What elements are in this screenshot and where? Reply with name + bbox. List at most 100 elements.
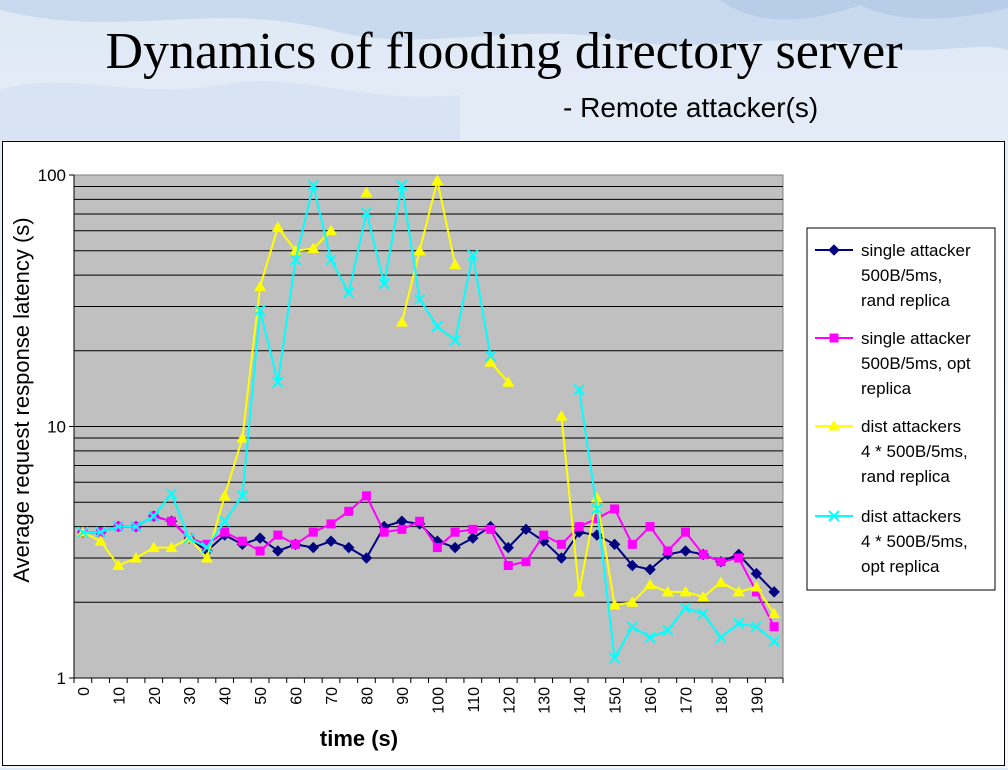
data-point-x — [626, 620, 639, 633]
data-point-x — [608, 652, 621, 664]
x-tick-label: 110 — [466, 687, 483, 713]
x-tick-label: 30 — [182, 687, 199, 705]
legend: single attacker 500B/5ms, rand replica sing… — [806, 227, 996, 591]
data-point-x — [431, 320, 444, 333]
data-point-diamond — [307, 541, 319, 554]
data-point-square — [308, 527, 318, 537]
legend-label: opt replica — [861, 557, 940, 576]
data-point-x — [112, 520, 125, 533]
data-point-triangle — [750, 581, 763, 592]
x-axis-title: time (s) — [320, 726, 398, 751]
y-tick-label: 10 — [47, 418, 66, 437]
data-point-triangle — [449, 258, 462, 270]
x-tick-label: 70 — [324, 687, 341, 705]
data-point-diamond — [608, 538, 621, 551]
data-point-square — [681, 527, 691, 537]
data-point-triangle — [236, 432, 249, 443]
data-point-triangle — [608, 599, 621, 610]
data-point-triangle — [714, 576, 727, 587]
data-point-square — [273, 530, 283, 540]
x-tick-label: 60 — [289, 687, 306, 705]
data-point-square — [255, 546, 265, 556]
data-point-triangle — [94, 535, 107, 546]
data-point-triangle — [289, 244, 302, 256]
legend-label: 500B/5ms, — [861, 266, 942, 285]
data-point-x — [467, 249, 479, 261]
series-3 — [76, 174, 781, 619]
x-tick-label: 180 — [714, 687, 731, 714]
data-point-square — [574, 522, 584, 532]
data-point-diamond — [828, 244, 840, 256]
data-point-square — [829, 333, 839, 343]
data-point-x — [325, 254, 337, 266]
data-point-triangle — [271, 221, 284, 232]
data-point-triangle — [147, 541, 160, 553]
data-point-triangle — [828, 420, 840, 431]
x-tick-label: 100 — [430, 687, 447, 714]
legend-label: rand replica — [861, 467, 950, 486]
series-line — [578, 389, 775, 662]
data-point-x — [662, 624, 674, 636]
data-point-triangle — [697, 590, 710, 602]
series-4 — [77, 179, 780, 664]
data-point-x — [148, 510, 160, 522]
data-point-x — [732, 617, 745, 630]
slide-subtitle: - Remote attacker(s) — [563, 92, 819, 123]
data-point-square — [291, 539, 301, 549]
data-point-square — [556, 539, 566, 549]
data-point-x — [343, 287, 355, 299]
data-point-x — [94, 526, 107, 538]
data-point-diamond — [520, 523, 532, 536]
data-point-diamond — [768, 586, 780, 598]
data-point-square — [237, 536, 247, 546]
data-point-triangle — [502, 376, 515, 387]
data-point-square — [486, 524, 496, 534]
data-point-square — [627, 539, 637, 549]
legend-label: rand replica — [861, 291, 950, 310]
data-point-square — [663, 546, 673, 556]
legend-label: 4 * 500B/5ms, — [861, 442, 968, 461]
data-point-triangle — [307, 242, 320, 254]
data-point-square — [645, 522, 655, 532]
data-point-square — [344, 506, 354, 516]
data-point-triangle — [679, 585, 692, 597]
data-point-square — [610, 504, 620, 514]
data-point-triangle — [254, 280, 267, 292]
x-tick-label: 90 — [395, 687, 412, 705]
data-point-triangle — [130, 552, 143, 563]
data-point-triangle — [626, 596, 639, 607]
data-point-square — [734, 553, 744, 563]
data-point-square — [415, 516, 425, 526]
data-point-x — [165, 488, 178, 500]
series-line — [400, 180, 457, 323]
data-point-x — [254, 304, 266, 316]
data-point-square — [503, 561, 513, 571]
x-tick-label: 160 — [643, 687, 660, 714]
x-tick-label: 150 — [608, 687, 625, 714]
data-point-triangle — [732, 585, 745, 597]
y-tick-label: 1 — [57, 669, 66, 688]
map-background-decoration — [0, 0, 1008, 140]
data-point-triangle — [325, 224, 338, 236]
data-point-triangle — [413, 244, 426, 256]
data-point-square — [397, 524, 407, 534]
data-point-diamond — [449, 541, 461, 554]
data-point-x — [272, 376, 284, 388]
slide-title: Dynamics of flooding directory server — [105, 23, 903, 80]
data-point-diamond — [626, 559, 639, 572]
data-point-square — [751, 587, 761, 597]
data-point-x — [396, 179, 408, 192]
data-point-triangle — [165, 541, 178, 553]
data-point-x — [218, 515, 231, 527]
data-point-square — [326, 519, 336, 529]
data-point-triangle — [484, 356, 497, 367]
x-tick-label: 140 — [572, 687, 589, 714]
data-point-triangle — [112, 559, 125, 571]
data-point-triangle — [768, 607, 781, 619]
x-tick-label: 40 — [218, 687, 235, 705]
data-point-square — [468, 524, 478, 534]
data-point-diamond — [343, 541, 355, 554]
data-point-x — [360, 206, 373, 219]
